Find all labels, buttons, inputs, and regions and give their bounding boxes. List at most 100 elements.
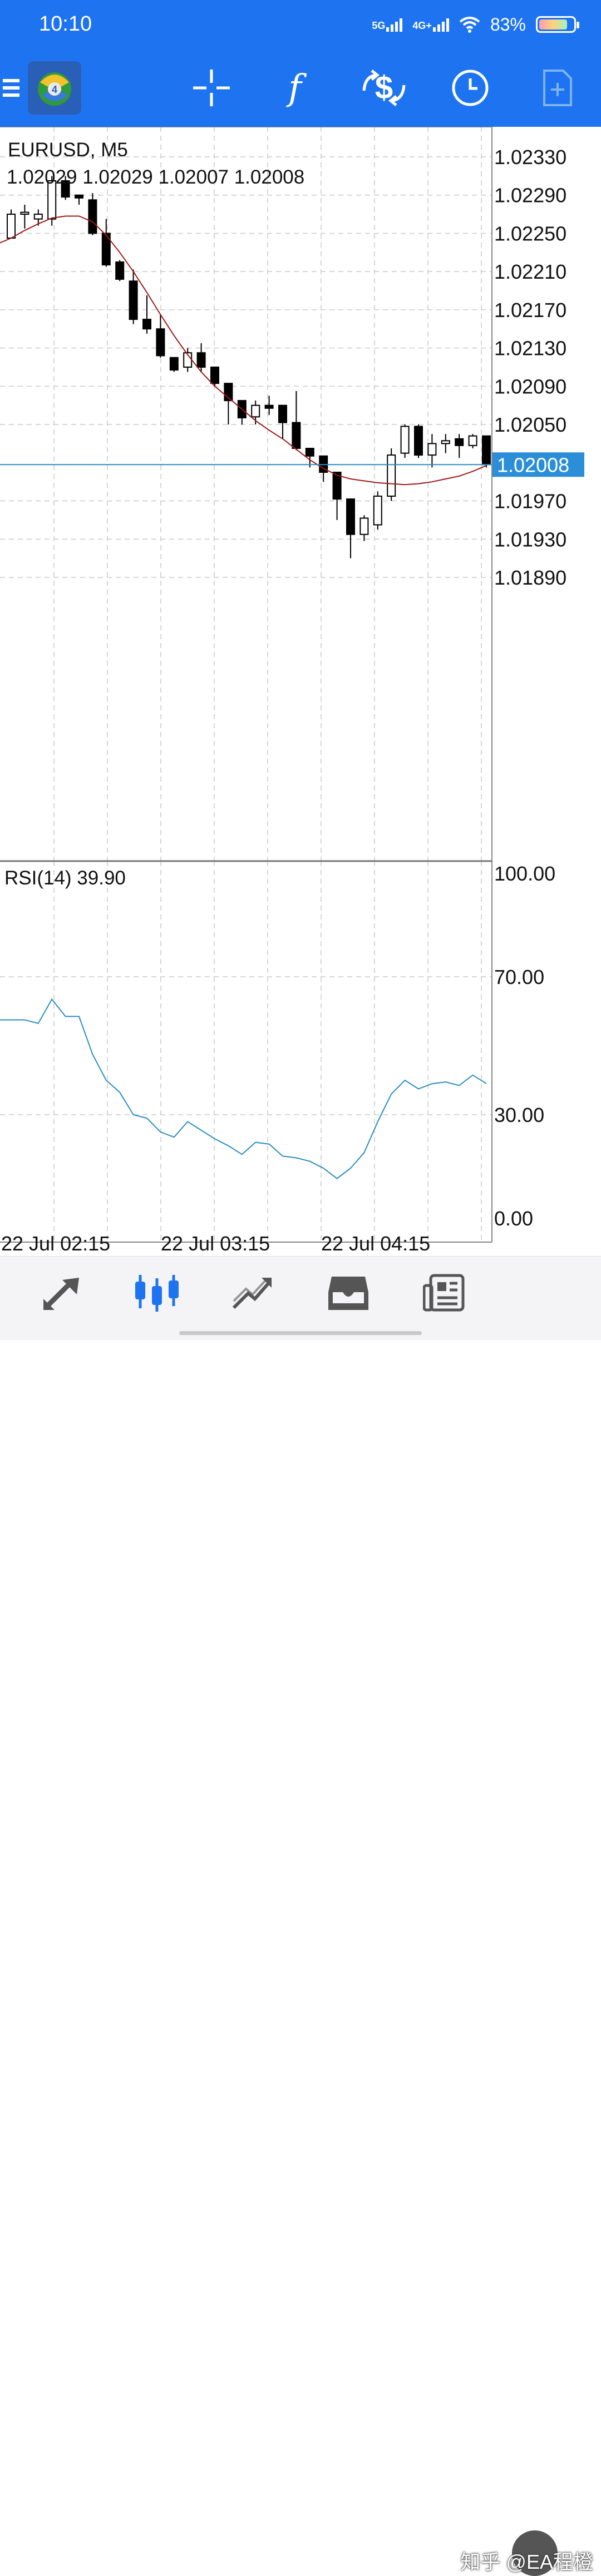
candle-body (278, 404, 287, 423)
candle (278, 404, 287, 439)
candle (237, 400, 247, 425)
candle (482, 435, 491, 468)
candle (414, 424, 423, 458)
rsi-tick-label: 30.00 (494, 1104, 544, 1126)
candle (427, 434, 437, 468)
trade-icon: $ (362, 70, 406, 106)
candle (88, 193, 97, 235)
candle-body (142, 319, 151, 330)
price-tick-label: 1.02090 (494, 375, 566, 398)
rsi-tick-label: 70.00 (494, 966, 544, 988)
candle-body (468, 435, 477, 446)
candle (156, 314, 165, 358)
app-logo-button[interactable]: 4 (27, 49, 82, 127)
menu-button[interactable] (0, 49, 22, 127)
svg-text:4: 4 (52, 84, 57, 95)
candle (251, 401, 260, 425)
indicators-button[interactable]: f (267, 49, 323, 127)
price-tick-label: 1.02050 (494, 413, 566, 436)
candle (441, 434, 450, 453)
chart-area[interactable]: 1.02330 1.02290 1.02250 1.02210 1.02170 1.021… (0, 127, 601, 1256)
chart-grid (0, 127, 492, 1242)
nav-history[interactable] (315, 1257, 382, 1329)
candle (387, 448, 396, 501)
candle-body (169, 357, 179, 371)
candle (61, 176, 70, 200)
current-price-tag (492, 452, 584, 477)
nav-quotes[interactable] (29, 1257, 96, 1329)
candle-body (75, 194, 83, 199)
candle-body (129, 280, 138, 320)
current-price-label: 1.02008 (497, 453, 569, 476)
candle (346, 498, 355, 558)
candle (129, 269, 138, 324)
add-template-button[interactable] (530, 49, 585, 127)
candle (224, 383, 233, 425)
candle (20, 204, 29, 229)
price-axis: 1.02330 1.02290 1.02250 1.02210 1.02170 1.021… (494, 146, 566, 589)
price-tick-label: 1.02210 (494, 260, 566, 283)
battery-fill (539, 19, 567, 29)
price-tick-label: 1.02330 (494, 146, 566, 169)
price-tick-label: 1.02130 (494, 337, 566, 360)
candle (142, 295, 151, 334)
candle (332, 472, 342, 520)
price-tick-label: 1.02250 (494, 222, 566, 245)
metatrader-logo: 4 (28, 61, 81, 115)
timeframe-button[interactable] (442, 49, 498, 127)
crosshair-button[interactable] (184, 49, 239, 127)
rsi-tick-label: 0.00 (494, 1207, 533, 1230)
candle (196, 343, 206, 372)
trade-button[interactable]: $ (356, 49, 412, 127)
candle-body (359, 517, 369, 535)
candle-body (400, 426, 410, 454)
candle (75, 194, 83, 205)
wifi-icon (459, 17, 480, 33)
candle-body (332, 472, 342, 500)
status-icons: 5G 4G+ 83% (372, 12, 579, 37)
candle-body (156, 328, 165, 357)
candle-body (427, 443, 437, 456)
candle-body (482, 435, 491, 466)
symbol-label: EURUSD, M5 (8, 139, 128, 161)
time-label: 22 Jul 04:15 (321, 1232, 430, 1255)
battery-icon (536, 16, 579, 33)
time-label: 22 Jul 02:15 (1, 1232, 110, 1255)
nav-news[interactable] (411, 1257, 477, 1329)
candle-body (101, 233, 111, 266)
chart-toolbar: 4 f $ (0, 49, 601, 127)
rsi-tick-label: 100.00 (494, 862, 555, 885)
chart-icon (135, 1275, 179, 1312)
candle (7, 209, 16, 239)
candle-body (455, 438, 464, 446)
ohlc-label: 1.02029 1.02029 1.02007 1.02008 (7, 166, 304, 188)
candle (373, 491, 382, 530)
price-tick-label: 1.01930 (494, 528, 566, 551)
quotes-icon (43, 1278, 79, 1310)
add-template-icon (543, 70, 572, 106)
signal-4g-icon: 4G+ (412, 17, 449, 32)
status-time: 10:10 (39, 12, 92, 36)
crosshair-icon (193, 70, 230, 106)
candle-body (346, 498, 355, 535)
candle (47, 176, 57, 226)
nav-chart[interactable] (124, 1257, 190, 1329)
candle-body (251, 404, 260, 418)
price-chart[interactable]: 1.02330 1.02290 1.02250 1.02210 1.02170 1.021… (0, 127, 601, 1256)
network-label-4g: 4G+ (412, 20, 432, 31)
bottom-navigation: 知乎 @EA程橙 (0, 1256, 601, 2576)
price-tick-label: 1.02170 (494, 299, 566, 322)
time-label: 22 Jul 03:15 (161, 1232, 270, 1255)
candle (169, 357, 179, 372)
candle-body (7, 214, 16, 239)
nav-trade[interactable] (219, 1257, 286, 1329)
rsi-indicator-label: RSI(14) 39.90 (4, 867, 126, 889)
candle-body (414, 426, 423, 456)
news-icon (423, 1274, 465, 1312)
indicators-icon: f (288, 67, 302, 108)
battery-percent: 83% (490, 14, 526, 34)
candle-body (88, 199, 97, 234)
candle-body (20, 211, 29, 215)
status-bar: 10:10 5G 4G+ 83% (0, 0, 601, 49)
candle (210, 367, 219, 387)
